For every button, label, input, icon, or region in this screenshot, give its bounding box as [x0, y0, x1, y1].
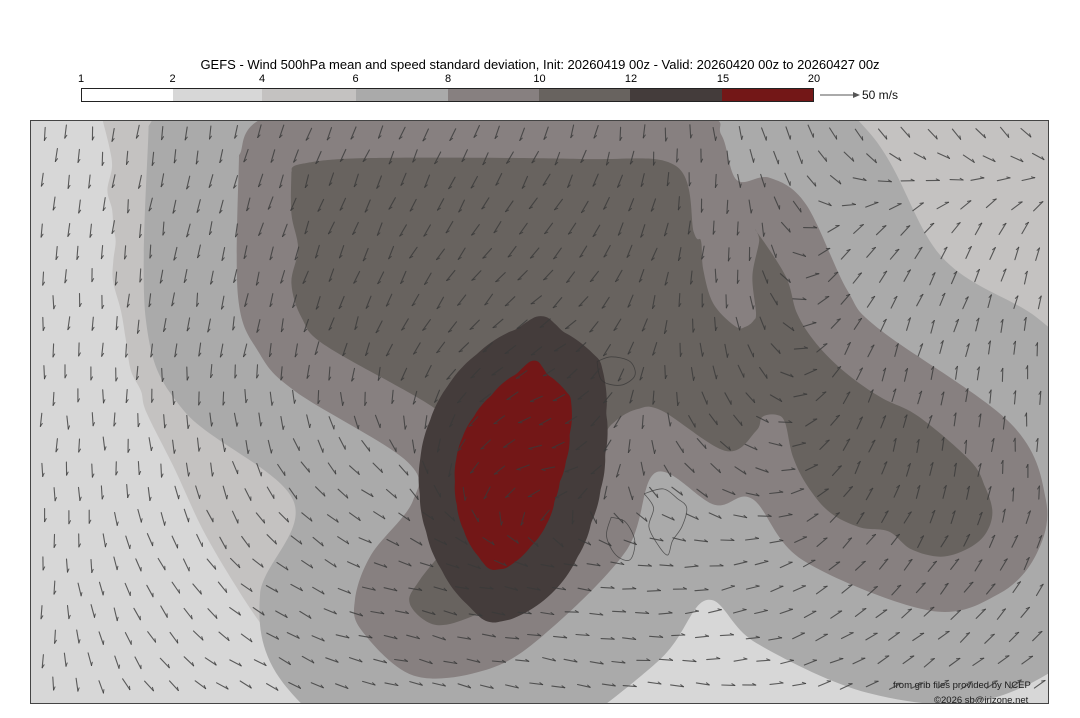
svg-text:©2026 sb@irizone.net: ©2026 sb@irizone.net — [934, 695, 1029, 704]
svg-text:from grib files provided by NC: from grib files provided by NCEP — [893, 680, 1031, 691]
